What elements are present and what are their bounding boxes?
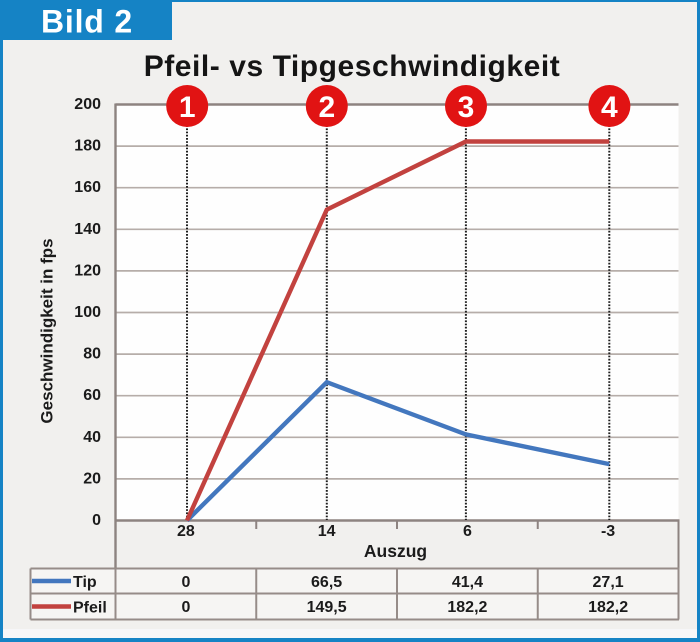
svg-text:20: 20 [83,470,101,487]
svg-text:200: 200 [74,96,101,113]
svg-text:100: 100 [74,304,101,321]
svg-text:Geschwindigkeit in fps: Geschwindigkeit in fps [38,238,57,423]
svg-text:182,2: 182,2 [588,599,628,616]
svg-text:160: 160 [74,179,101,196]
svg-text:6: 6 [463,523,472,540]
svg-text:0: 0 [92,512,101,529]
svg-text:2: 2 [318,91,335,124]
svg-text:149,5: 149,5 [307,599,347,616]
svg-text:140: 140 [74,221,101,238]
svg-text:-3: -3 [601,523,615,540]
svg-text:14: 14 [318,523,336,540]
svg-text:180: 180 [74,138,101,155]
svg-text:120: 120 [74,262,101,279]
svg-text:0: 0 [181,574,190,591]
svg-text:182,2: 182,2 [447,599,487,616]
svg-text:4: 4 [601,91,618,124]
svg-text:80: 80 [83,346,101,363]
svg-text:1: 1 [179,91,196,124]
svg-text:60: 60 [83,387,101,404]
svg-text:Pfeil: Pfeil [73,600,107,617]
svg-text:Pfeil- vs Tipgeschwindigkeit: Pfeil- vs Tipgeschwindigkeit [144,50,561,83]
svg-text:Tip: Tip [73,574,97,591]
svg-text:Auszug: Auszug [364,541,427,561]
svg-text:27,1: 27,1 [593,574,624,591]
svg-text:Bild 2: Bild 2 [41,4,133,40]
svg-text:40: 40 [83,429,101,446]
svg-text:28: 28 [177,523,195,540]
svg-text:3: 3 [458,91,475,124]
svg-text:41,4: 41,4 [452,574,483,591]
svg-text:0: 0 [181,599,190,616]
svg-text:66,5: 66,5 [311,574,342,591]
